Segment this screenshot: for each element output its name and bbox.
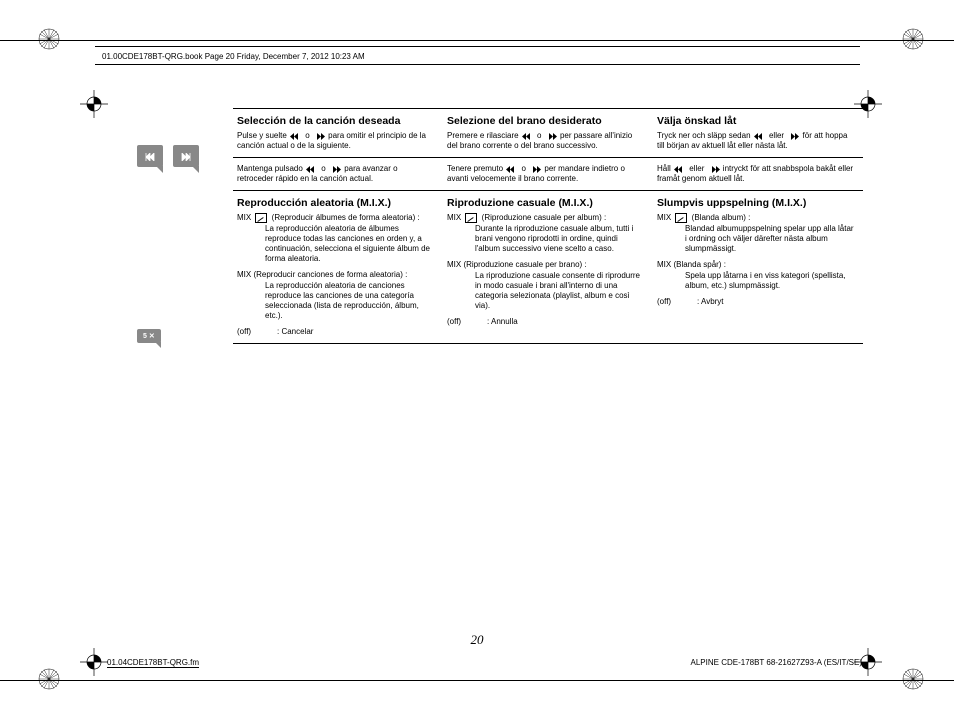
prev-icon bbox=[289, 133, 303, 140]
cell-es-song-select: Selección de la canción deseada Pulse y … bbox=[233, 108, 443, 157]
cell-it-hold: Tenere premuto o per mandare indietro o … bbox=[443, 157, 653, 190]
reg-mark-tl bbox=[80, 90, 108, 118]
es-song-select-b: Mantenga pulsado o para avanzar o retroc… bbox=[237, 164, 435, 184]
mix-box-icon bbox=[255, 213, 267, 223]
prev-track-icon bbox=[137, 145, 163, 167]
it-mix-album-label: MIX (Riproduzione casuale per album) : bbox=[447, 213, 645, 223]
next-icon bbox=[707, 166, 721, 173]
reg-radial-br bbox=[902, 668, 924, 690]
next-icon bbox=[544, 133, 558, 140]
crop-line-under-header bbox=[95, 64, 860, 65]
cell-se-hold: Håll eller intryckt för att snabbspola b… bbox=[653, 157, 863, 190]
it-mix-song-body: La riproduzione casuale consente di ripr… bbox=[447, 271, 645, 311]
se-mix-song-label: MIX (Blanda spår) : bbox=[657, 260, 855, 270]
next-icon bbox=[312, 133, 326, 140]
se-mix-title: Slumpvis uppspelning (M.I.X.) bbox=[657, 197, 855, 210]
it-mix-album-body: Durante la riproduzione casuale album, t… bbox=[447, 224, 645, 254]
footer-left: 01.04CDE178BT-QRG.fm bbox=[107, 658, 199, 668]
es-mix-song-label: MIX (Reproducir canciones de forma aleat… bbox=[237, 270, 435, 280]
next-icon bbox=[528, 166, 542, 173]
reg-radial-tl bbox=[38, 28, 60, 50]
mix-box-icon bbox=[465, 213, 477, 223]
side-nav-icons bbox=[137, 145, 205, 167]
reg-mark-bl bbox=[80, 648, 108, 676]
cell-es-hold: Mantenga pulsado o para avanzar o retroc… bbox=[233, 157, 443, 190]
next-icon bbox=[786, 133, 800, 140]
page-number: 20 bbox=[0, 632, 954, 648]
side-mix-icon: 5 ✕ bbox=[137, 325, 161, 343]
next-icon bbox=[328, 166, 342, 173]
es-mix-song-body: La reproducción aleatoria de canciones r… bbox=[237, 281, 435, 321]
prev-icon bbox=[505, 166, 519, 173]
it-off-row: (off) : Annulla bbox=[447, 317, 645, 327]
se-mix-album-label: MIX (Blanda album) : bbox=[657, 213, 855, 223]
it-song-select-title: Selezione del brano desiderato bbox=[447, 115, 645, 128]
prev-icon bbox=[753, 133, 767, 140]
es-mix-title: Reproducción aleatoria (M.I.X.) bbox=[237, 197, 435, 210]
es-mix-album-body: La reproducción aleatoria de álbumes rep… bbox=[237, 224, 435, 264]
cell-it-song-select: Selezione del brano desiderato Premere e… bbox=[443, 108, 653, 157]
se-song-select-b: Håll eller intryckt för att snabbspola b… bbox=[657, 164, 855, 184]
next-track-icon bbox=[173, 145, 199, 167]
it-song-select-b: Tenere premuto o per mandare indietro o … bbox=[447, 164, 645, 184]
reg-radial-bl bbox=[38, 668, 60, 690]
crop-line-top-outer bbox=[0, 40, 954, 41]
se-song-select-a: Tryck ner och släpp sedan eller för att … bbox=[657, 131, 855, 151]
mix-box-icon bbox=[675, 213, 687, 223]
it-mix-title: Riproduzione casuale (M.I.X.) bbox=[447, 197, 645, 210]
se-mix-song-body: Spela upp låtarna i en viss kategori (sp… bbox=[657, 271, 855, 291]
crop-line-bottom bbox=[0, 680, 954, 681]
content-table: Selección de la canción deseada Pulse y … bbox=[233, 108, 863, 344]
es-mix-album-label: MIX (Reproducir álbumes de forma aleator… bbox=[237, 213, 435, 223]
header-crop-info: 01.00CDE178BT-QRG.book Page 20 Friday, D… bbox=[102, 52, 365, 61]
cell-es-mix: Reproducción aleatoria (M.I.X.) MIX (Rep… bbox=[233, 190, 443, 344]
se-mix-album-body: Blandad albumuppspelning spelar upp alla… bbox=[657, 224, 855, 254]
crop-line-top-inner bbox=[95, 46, 860, 47]
se-off-row: (off) : Avbryt bbox=[657, 297, 855, 307]
es-off-row: (off) : Cancelar bbox=[237, 327, 435, 337]
prev-icon bbox=[521, 133, 535, 140]
es-song-select-a: Pulse y suelte o para omitir el principi… bbox=[237, 131, 435, 151]
cell-se-song-select: Välja önskad låt Tryck ner och släpp sed… bbox=[653, 108, 863, 157]
es-song-select-title: Selección de la canción deseada bbox=[237, 115, 435, 128]
prev-icon bbox=[305, 166, 319, 173]
mix-button-icon: 5 ✕ bbox=[137, 329, 161, 343]
it-mix-song-label: MIX (Riproduzione casuale per brano) : bbox=[447, 260, 645, 270]
reg-radial-tr bbox=[902, 28, 924, 50]
footer-right: ALPINE CDE-178BT 68-21627Z93-A (ES/IT/SE… bbox=[691, 658, 862, 667]
cell-it-mix: Riproduzione casuale (M.I.X.) MIX (Ripro… bbox=[443, 190, 653, 344]
it-song-select-a: Premere e rilasciare o per passare all'i… bbox=[447, 131, 645, 151]
prev-icon bbox=[673, 166, 687, 173]
cell-se-mix: Slumpvis uppspelning (M.I.X.) MIX (Bland… bbox=[653, 190, 863, 344]
se-song-select-title: Välja önskad låt bbox=[657, 115, 855, 128]
